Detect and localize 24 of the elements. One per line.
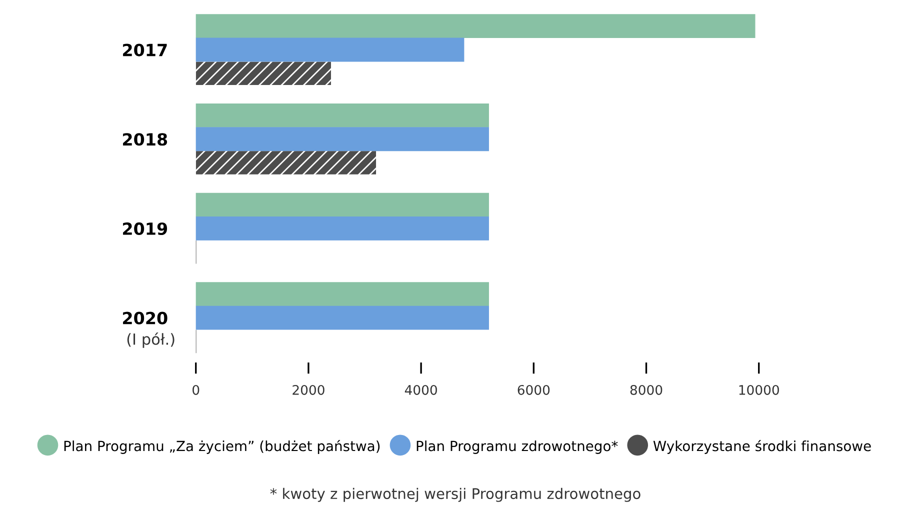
y-tick-label: 2020 (I pół.) (123, 312, 174, 348)
legend-label: Plan Programu „Za życiem” (budżet państwa) (64, 440, 380, 454)
bar (196, 306, 489, 330)
x-tick-label: 6000 (518, 384, 550, 395)
bar (196, 38, 464, 62)
x-tick-label: 2000 (292, 384, 324, 395)
y-tick-label: 2018 (123, 133, 168, 146)
bar (196, 216, 489, 240)
bar (196, 151, 376, 174)
bar (196, 192, 489, 217)
legend-label: Wykorzystane środki finansowe (653, 440, 871, 454)
bar (196, 14, 756, 38)
x-tick-label: 10000 (739, 384, 779, 395)
y-tick-label: 2017 (123, 44, 167, 56)
legend-label: Plan Programu zdrowotnego* (416, 440, 618, 454)
bar (196, 127, 489, 152)
bar (196, 282, 489, 306)
bar (196, 62, 331, 86)
x-tick-label: 8000 (630, 384, 662, 395)
x-tick-label: 0 (192, 384, 200, 395)
x-tick-label: 4000 (404, 384, 437, 395)
bar (196, 103, 489, 128)
text: * kwoty z pierwotnej wersji Programu zdrowotnego (270, 488, 640, 502)
y-tick-label: 2019 (123, 222, 168, 236)
